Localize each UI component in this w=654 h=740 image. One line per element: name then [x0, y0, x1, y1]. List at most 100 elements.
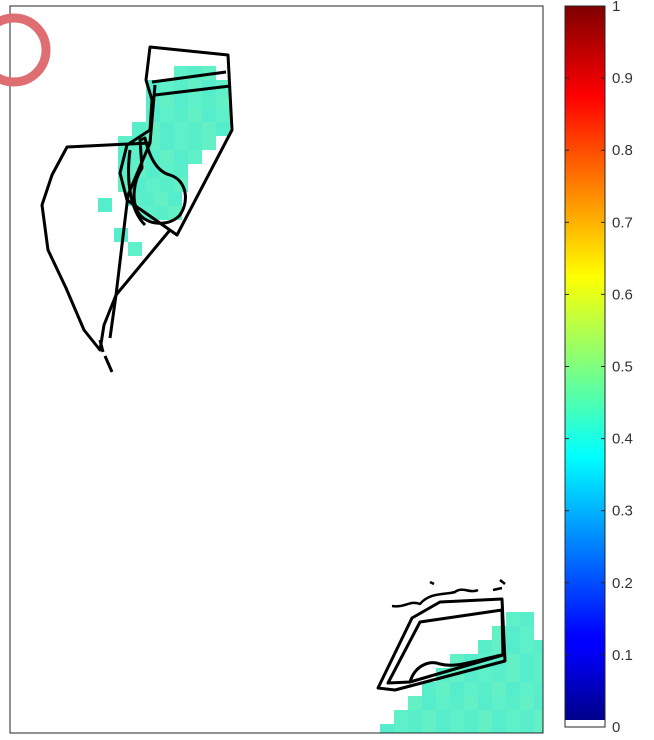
colorbar: 0 0.1 0.2 0.3 0.4 0.5 0.6 0.7 0.8 0.9 1 [564, 0, 633, 736]
heatmap-cell-se [450, 724, 464, 733]
plot-area [10, 6, 543, 733]
heatmap-cell-se [450, 696, 464, 710]
heatmap-cell-se [506, 696, 520, 710]
heatmap-cell-se [506, 640, 520, 654]
colorbar-tick-label: 0.4 [612, 431, 633, 448]
heatmap-cell-se [534, 696, 543, 710]
outline-nw-left [40, 141, 152, 352]
outline-nw-inner-right [127, 149, 147, 227]
heatmap-cell-se [534, 640, 543, 654]
heatmap-cell-se [436, 724, 450, 733]
colorbar-tick-label: 0.5 [612, 359, 633, 376]
outline-se-inner [386, 608, 505, 685]
heatmap-cell-se [436, 696, 450, 710]
heatmap-cell-se [506, 626, 520, 640]
heatmap-cell-nw [128, 242, 142, 256]
outline-se-coast [391, 579, 506, 608]
heatmap-cell-nw [174, 108, 188, 122]
heatmap-cell-se [478, 640, 492, 654]
colorbar-tick-label: 0.2 [612, 575, 633, 592]
heatmap-cell-se [464, 696, 478, 710]
heatmap-cell-se [520, 612, 534, 626]
colorbar-tick-label: 0.3 [612, 503, 633, 520]
heatmap-cell-nw [160, 94, 174, 108]
boundary-outlines [40, 45, 507, 692]
heatmap-cell-nw [160, 136, 174, 150]
heatmap-cell-se [450, 682, 464, 696]
heatmap-cell-se [520, 654, 534, 668]
heatmap-cell-se [408, 696, 422, 710]
heatmap-cell-nw [202, 108, 216, 122]
heatmap-cell-se [520, 640, 534, 654]
heatmap-cell-nw [202, 122, 216, 136]
heatmap-cell-nw [216, 108, 230, 122]
heatmap-cell-nw [188, 122, 202, 136]
heatmap-cell-se [520, 682, 534, 696]
heatmap-cell-se [506, 612, 520, 626]
heatmap-cell-se [492, 710, 506, 724]
colorbar-gradient [565, 6, 605, 727]
outline-nw-divider [108, 84, 172, 339]
colorbar-ticks: 0 0.1 0.2 0.3 0.4 0.5 0.6 0.7 0.8 0.9 1 [565, 0, 633, 736]
heatmap-cell-se [478, 682, 492, 696]
heatmap-cell-nw [202, 136, 216, 150]
heatmap-cell-nw [216, 94, 230, 108]
heatmap-cell-se [492, 696, 506, 710]
heatmap-cell-se [520, 710, 534, 724]
heatmap-cell-nw [188, 136, 202, 150]
heatmap-cell-se [534, 682, 543, 696]
heatmap-cell-se [506, 668, 520, 682]
heatmap-cell-se [436, 710, 450, 724]
heatmap-cell-nw [168, 192, 182, 206]
heatmap-cell-se [422, 710, 436, 724]
heatmap-cell-se [520, 668, 534, 682]
colorbar-zero-swatch [565, 720, 605, 727]
colorbar-tick-label: 0.1 [612, 647, 633, 664]
outline-se-wave [408, 653, 503, 683]
heatmap-cell-se [534, 654, 543, 668]
outline-nw-tail [98, 339, 114, 373]
heatmap-cell-se [394, 710, 408, 724]
colorbar-tick-label: 1 [612, 0, 620, 15]
heatmap-cell-nw [140, 192, 154, 206]
heatmap-cell-se [492, 682, 506, 696]
colorbar-tick-label: 0.6 [612, 286, 633, 303]
heatmap-cell-se [478, 710, 492, 724]
colorbar-tick-label: 0.9 [612, 70, 633, 87]
outline-se-outer [376, 597, 507, 692]
heatmap-cell-nw [154, 206, 168, 220]
heatmap-cell-nw [174, 94, 188, 108]
heatmap-cell-se [520, 696, 534, 710]
heatmap-cell-se [408, 724, 422, 733]
heatmap-cell-nw [160, 108, 174, 122]
heatmap-cell-se [450, 710, 464, 724]
heatmap-cell-nw [216, 122, 230, 136]
heatmap-cell-nw [160, 80, 174, 94]
heatmap-cell-se [506, 710, 520, 724]
heatmap-cell-se [506, 654, 520, 668]
heatmap-cell-se [464, 710, 478, 724]
heatmap-cell-se [380, 724, 394, 733]
heatmap-cell-se [436, 682, 450, 696]
heatmap-cell-se [534, 710, 543, 724]
colorbar-tick-label: 0.7 [612, 214, 633, 231]
heatmap-cell-se [478, 696, 492, 710]
heatmap-cell-se [478, 668, 492, 682]
heatmap-cell-nw [174, 150, 188, 164]
heatmap-cell-nw [132, 122, 146, 136]
heatmap-cell-nw [202, 94, 216, 108]
heatmap-cell-nw [174, 136, 188, 150]
heatmap-cell-se [408, 710, 422, 724]
heatmap-cell-se [506, 682, 520, 696]
heatmap-cell-nw [98, 198, 112, 212]
outline-nw-upper [118, 45, 234, 237]
colorbar-tick-label: 0 [612, 719, 620, 736]
heatmap-cell-nw [174, 122, 188, 136]
axes-box [9, 5, 544, 734]
annotation-ring-marker [0, 13, 51, 87]
heatmap-cell-nw [154, 192, 168, 206]
heatmap-cell-se [534, 668, 543, 682]
heatmap-cell-se [492, 668, 506, 682]
heatmap-cell-nw [188, 94, 202, 108]
